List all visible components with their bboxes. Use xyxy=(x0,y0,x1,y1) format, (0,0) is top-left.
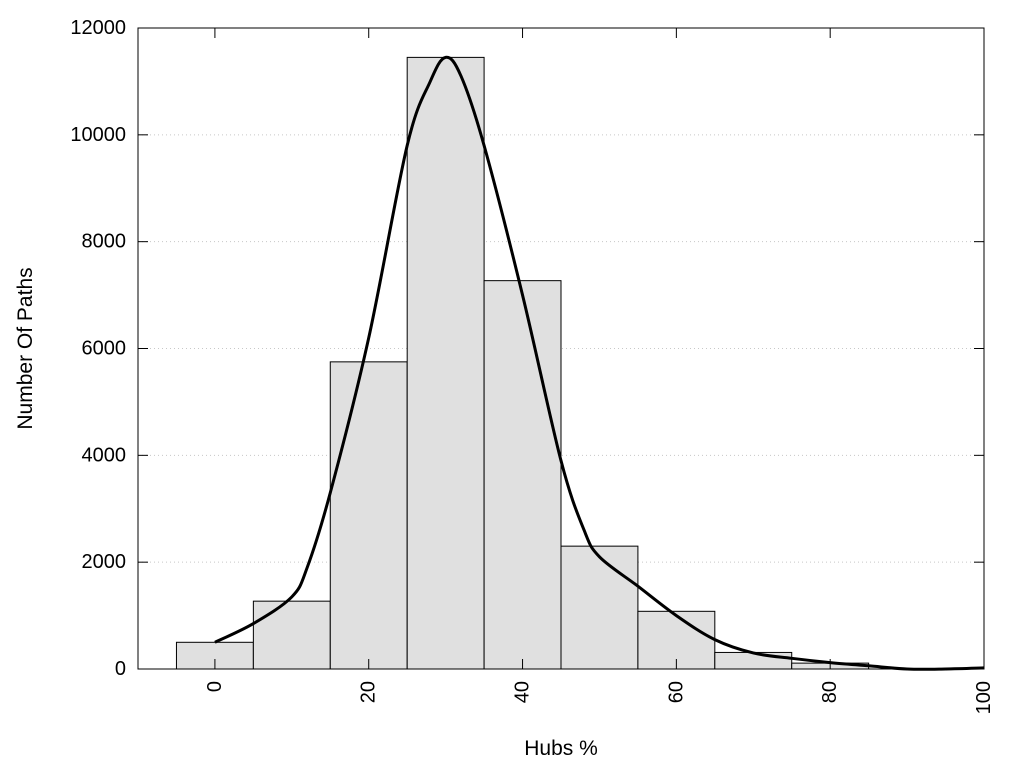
x-axis-ticks: 0 20 40 60 80 100 xyxy=(204,28,995,714)
y-tick-label: 10000 xyxy=(70,124,126,146)
y-axis-label: Number Of Paths xyxy=(14,267,37,429)
x-tick-label: 80 xyxy=(819,681,841,703)
histogram-bar xyxy=(406,56,485,670)
y-tick-label: 12000 xyxy=(70,17,126,39)
y-tick-label: 2000 xyxy=(82,551,127,573)
histogram-bar xyxy=(714,651,793,670)
x-tick-label: 20 xyxy=(358,681,380,703)
density-curve xyxy=(214,55,985,671)
histogram-bar xyxy=(252,600,331,670)
y-axis-ticks: 0 2000 4000 6000 8000 10000 12000 xyxy=(70,17,984,680)
y-tick-label: 6000 xyxy=(82,338,127,360)
density-curve-group xyxy=(214,55,985,671)
x-axis-label: Hubs % xyxy=(524,737,598,760)
histogram-bar xyxy=(329,361,408,670)
x-tick-label: 40 xyxy=(512,681,534,703)
x-tick-label: 60 xyxy=(665,681,687,703)
histogram-bar xyxy=(560,545,639,670)
x-tick-label: 0 xyxy=(204,681,226,692)
histogram-bar xyxy=(483,280,562,670)
x-tick-label: 100 xyxy=(973,681,995,714)
y-tick-label: 8000 xyxy=(82,231,127,253)
y-tick-label: 4000 xyxy=(82,444,127,466)
histogram-bars xyxy=(175,56,870,670)
y-tick-label: 0 xyxy=(115,658,126,680)
grid-lines xyxy=(138,134,984,563)
